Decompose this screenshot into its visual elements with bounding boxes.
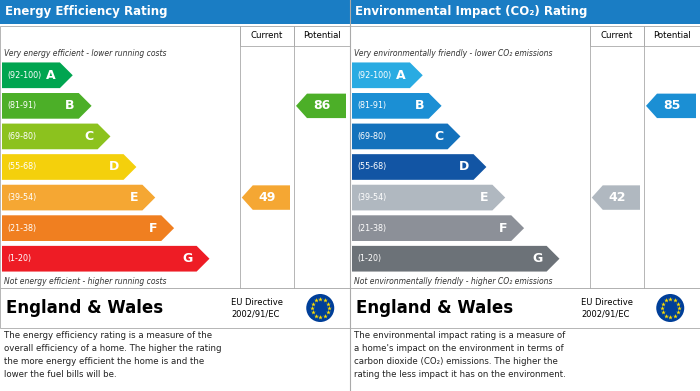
Bar: [350, 0, 700, 24]
Text: (39-54): (39-54): [7, 193, 36, 202]
Text: A: A: [396, 69, 406, 82]
Text: B: B: [415, 99, 425, 112]
Polygon shape: [241, 185, 290, 210]
Text: (55-68): (55-68): [7, 163, 36, 172]
Bar: [350, 288, 700, 328]
Text: Current: Current: [601, 32, 633, 41]
Bar: [0, 0, 350, 24]
Text: (55-68): (55-68): [357, 163, 386, 172]
Polygon shape: [2, 185, 155, 210]
Text: 42: 42: [608, 191, 626, 204]
Text: (69-80): (69-80): [357, 132, 386, 141]
Circle shape: [657, 294, 685, 322]
Text: Very energy efficient - lower running costs: Very energy efficient - lower running co…: [4, 48, 167, 57]
Polygon shape: [352, 93, 442, 119]
Text: (92-100): (92-100): [357, 71, 391, 80]
Bar: [350, 26, 700, 288]
Text: (92-100): (92-100): [7, 71, 41, 80]
Text: EU Directive
2002/91/EC: EU Directive 2002/91/EC: [581, 298, 633, 318]
Text: The environmental impact rating is a measure of
a home's impact on the environme: The environmental impact rating is a mea…: [354, 331, 566, 378]
Text: 86: 86: [314, 99, 330, 112]
Text: Environmental Impact (CO₂) Rating: Environmental Impact (CO₂) Rating: [355, 5, 587, 18]
Text: D: D: [459, 160, 470, 174]
Text: E: E: [480, 191, 489, 204]
Text: C: C: [85, 130, 94, 143]
Text: (39-54): (39-54): [357, 193, 386, 202]
Polygon shape: [296, 93, 346, 118]
Polygon shape: [352, 185, 505, 210]
Polygon shape: [352, 246, 559, 272]
Text: Not energy efficient - higher running costs: Not energy efficient - higher running co…: [4, 276, 167, 285]
Text: (1-20): (1-20): [7, 254, 31, 263]
Polygon shape: [646, 93, 696, 118]
Text: (21-38): (21-38): [7, 224, 36, 233]
Text: Potential: Potential: [303, 32, 341, 41]
Text: F: F: [499, 222, 508, 235]
Bar: [239, 26, 294, 46]
Polygon shape: [2, 215, 174, 241]
Text: The energy efficiency rating is a measure of the
overall efficiency of a home. T: The energy efficiency rating is a measur…: [4, 331, 221, 378]
Text: D: D: [109, 160, 120, 174]
Text: Very environmentally friendly - lower CO₂ emissions: Very environmentally friendly - lower CO…: [354, 48, 552, 57]
Polygon shape: [592, 185, 640, 210]
Text: G: G: [533, 252, 542, 265]
Text: Current: Current: [251, 32, 283, 41]
Text: Potential: Potential: [653, 32, 691, 41]
Text: C: C: [435, 130, 444, 143]
Text: 49: 49: [258, 191, 276, 204]
Polygon shape: [2, 124, 111, 149]
Bar: [294, 26, 350, 46]
Text: (69-80): (69-80): [7, 132, 36, 141]
Text: (21-38): (21-38): [357, 224, 386, 233]
Polygon shape: [352, 124, 461, 149]
Text: (81-91): (81-91): [357, 101, 386, 110]
Text: G: G: [183, 252, 193, 265]
Polygon shape: [352, 215, 524, 241]
Text: Not environmentally friendly - higher CO₂ emissions: Not environmentally friendly - higher CO…: [354, 276, 552, 285]
Text: England & Wales: England & Wales: [356, 299, 513, 317]
Bar: [644, 26, 700, 46]
Polygon shape: [2, 93, 92, 119]
Text: F: F: [149, 222, 158, 235]
Text: B: B: [65, 99, 75, 112]
Polygon shape: [2, 154, 136, 180]
Text: E: E: [130, 191, 139, 204]
Polygon shape: [2, 246, 209, 272]
Text: EU Directive
2002/91/EC: EU Directive 2002/91/EC: [231, 298, 283, 318]
Bar: [589, 26, 644, 46]
Text: (1-20): (1-20): [357, 254, 381, 263]
Polygon shape: [352, 63, 423, 88]
Text: A: A: [46, 69, 56, 82]
Text: (81-91): (81-91): [7, 101, 36, 110]
Text: Energy Efficiency Rating: Energy Efficiency Rating: [5, 5, 167, 18]
Polygon shape: [2, 63, 73, 88]
Bar: [0, 288, 350, 328]
Circle shape: [307, 294, 335, 322]
Text: 85: 85: [664, 99, 680, 112]
Text: England & Wales: England & Wales: [6, 299, 163, 317]
Polygon shape: [352, 154, 486, 180]
Bar: [0, 26, 350, 288]
